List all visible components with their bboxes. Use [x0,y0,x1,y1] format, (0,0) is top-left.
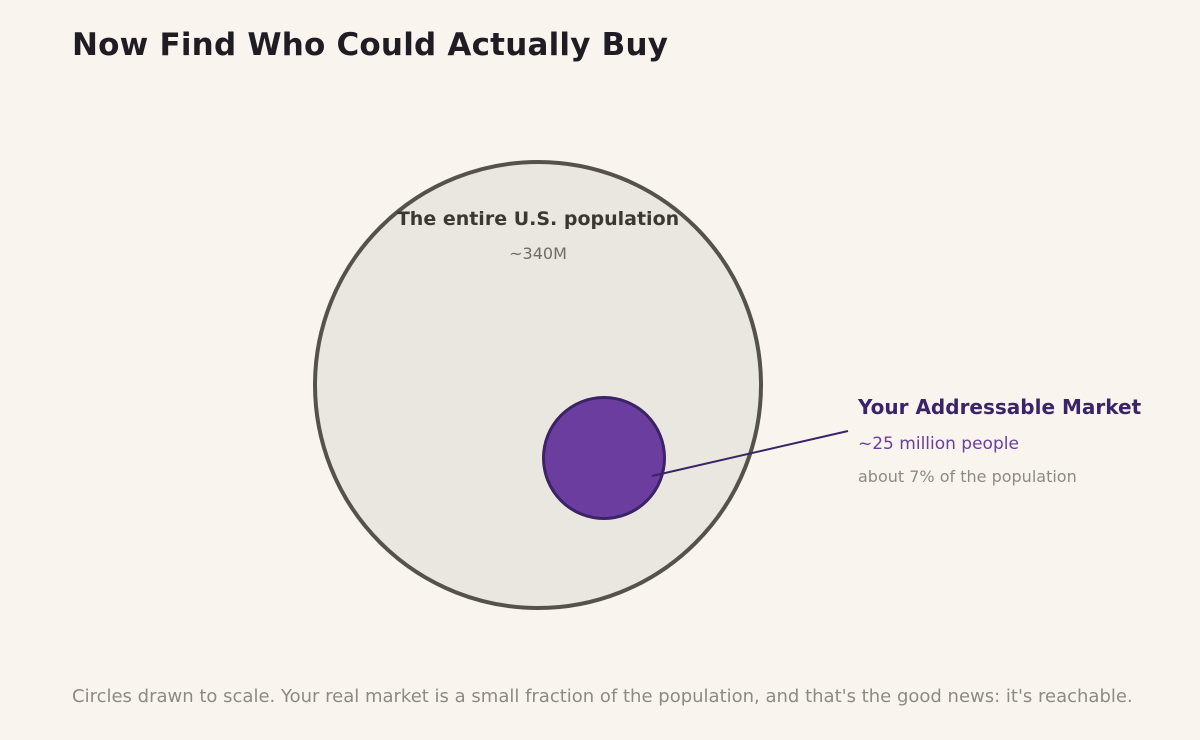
page-title: Now Find Who Could Actually Buy [72,27,669,63]
footnote: Circles drawn to scale. Your real market… [72,686,1133,707]
market-circle [542,396,666,520]
population-value: ~340M [509,244,567,263]
market-label: Your Addressable Market [857,395,1142,419]
population-label: The entire U.S. population [397,208,679,230]
market-leader-line [651,430,849,477]
market-share: about 7% of the population [858,467,1077,486]
market-value: ~25 million people [858,434,1019,454]
